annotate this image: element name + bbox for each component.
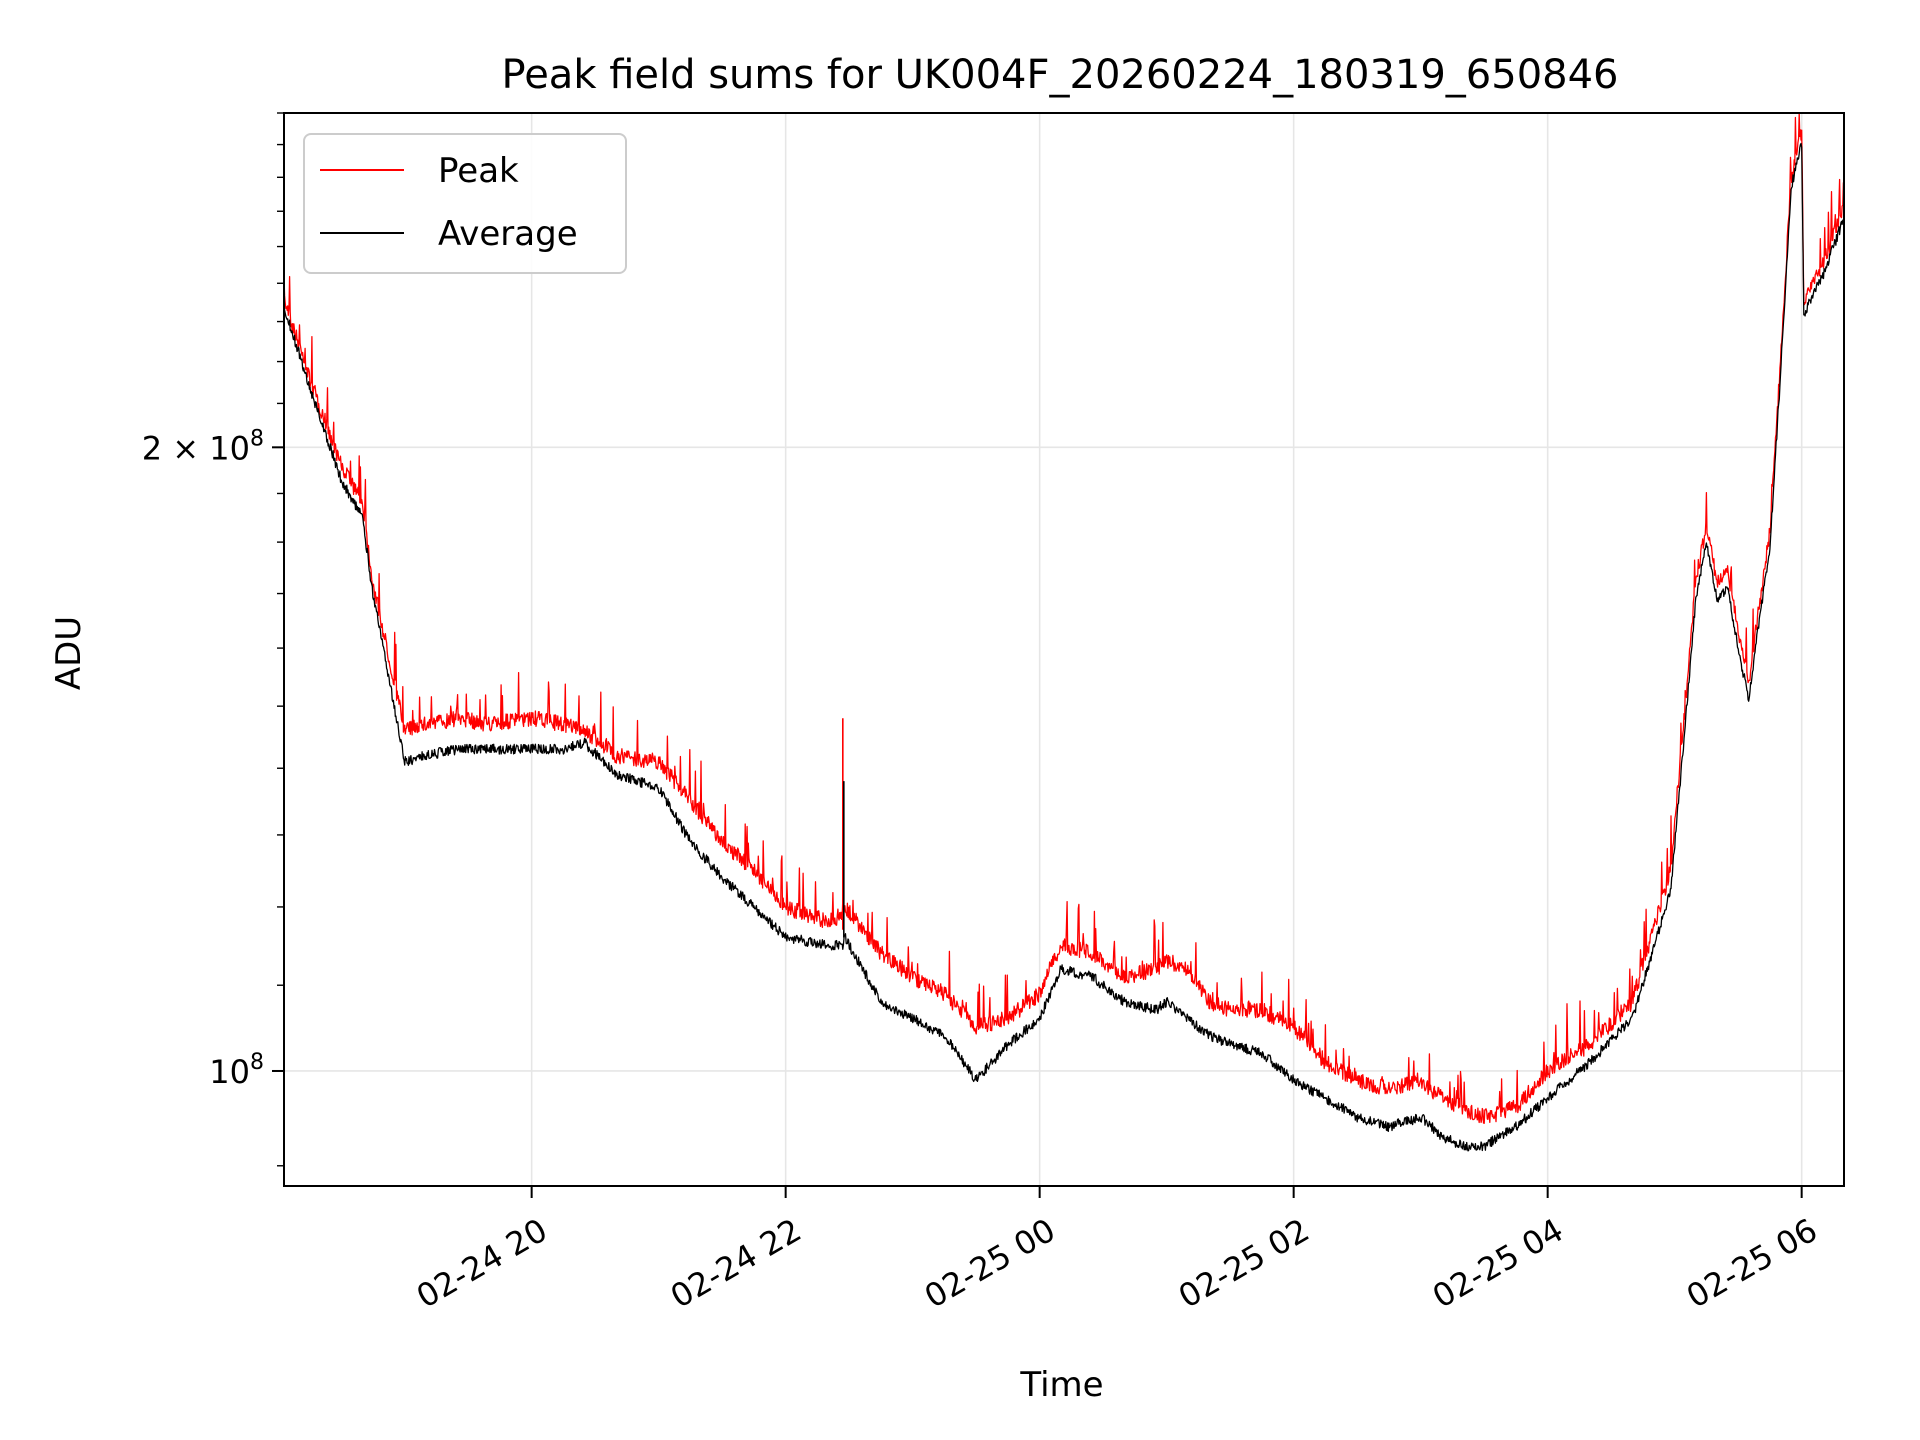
grid-layer (284, 113, 1844, 1186)
chart-title: Peak field sums for UK004F_20260224_1803… (502, 52, 1619, 98)
legend: Peak Average (303, 133, 627, 274)
legend-label-peak: Peak (438, 151, 519, 191)
y-tick-label: 2 × 108 (142, 426, 264, 467)
legend-box (303, 133, 627, 274)
x-axis-label: Time (1019, 1365, 1103, 1405)
series-layer (283, 112, 1845, 1152)
y-axis-label: ADU (49, 616, 89, 690)
series-line-peak (283, 112, 1845, 1124)
y-axis: 2 × 108 108 (142, 112, 284, 1167)
legend-label-average: Average (438, 214, 578, 254)
plot-frame (283, 112, 1845, 1187)
series-line-average (283, 142, 1845, 1152)
y-tick-label: 108 (209, 1050, 264, 1091)
